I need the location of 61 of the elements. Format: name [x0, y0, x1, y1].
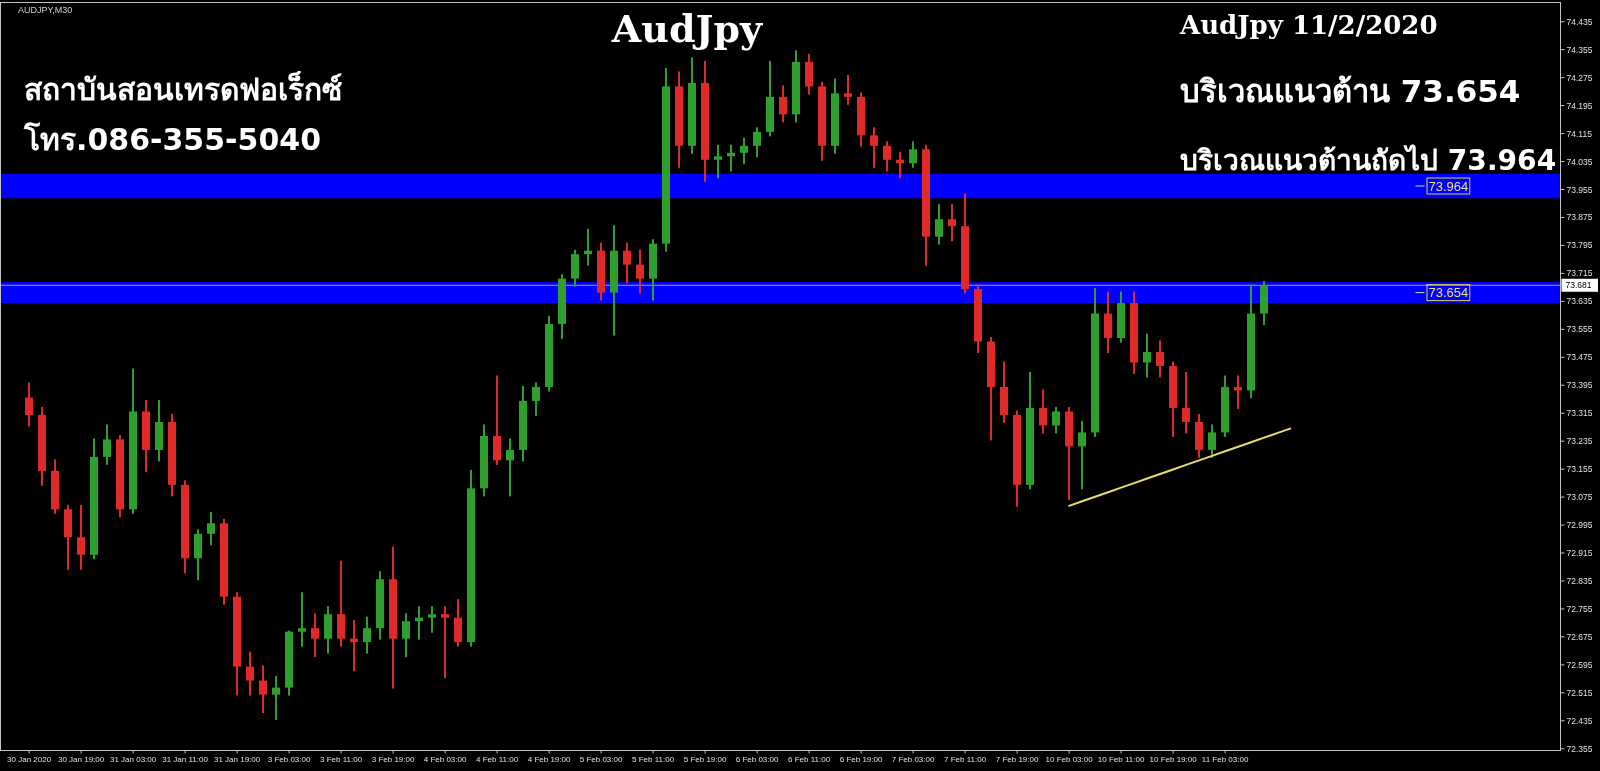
y-tick-label: 73.395: [1566, 380, 1593, 391]
band-label: 73.964: [1428, 178, 1469, 194]
y-tick-label: 73.075: [1566, 492, 1593, 503]
x-tick-label: 5 Feb 19:00: [683, 754, 727, 764]
annotation: โทร.086-355-5040: [23, 121, 322, 157]
annotation: บริเวณแนวต้านถัดไป 73.964: [1180, 144, 1557, 177]
x-tick-label: 4 Feb 11:00: [476, 754, 519, 764]
x-tick-label: 5 Feb 11:00: [632, 754, 675, 764]
y-tick-label: 73.875: [1566, 212, 1593, 223]
y-tick-label: 74.035: [1566, 156, 1593, 167]
y-tick-label: 73.475: [1566, 352, 1593, 363]
x-tick-label: 11 Feb 03:00: [1201, 754, 1249, 764]
x-tick-label: 6 Feb 03:00: [735, 754, 779, 764]
y-tick-label: 73.155: [1566, 464, 1593, 475]
y-tick-label: 73.795: [1566, 240, 1593, 251]
x-tick-label: 31 Jan 11:00: [162, 754, 209, 764]
y-tick-label: 72.915: [1566, 548, 1593, 559]
chart-title: AudJpy: [610, 6, 764, 51]
y-tick-label: 73.235: [1566, 436, 1593, 447]
y-tick-label: 74.275: [1566, 72, 1593, 83]
y-tick-label: 72.595: [1566, 659, 1593, 670]
x-tick-label: 31 Jan 19:00: [213, 754, 261, 764]
x-tick-label: 30 Jan 19:00: [57, 754, 105, 764]
y-tick-label: 72.835: [1566, 575, 1593, 586]
y-tick-label: 72.995: [1566, 520, 1593, 531]
x-tick-label: 31 Jan 03:00: [109, 754, 157, 764]
annotation: AudJpy 11/2/2020: [1179, 10, 1438, 40]
y-tick-label: 72.515: [1566, 687, 1593, 698]
band-label: 73.654: [1428, 285, 1469, 301]
x-tick-label: 7 Feb 11:00: [944, 754, 987, 764]
x-tick-label: 6 Feb 11:00: [788, 754, 831, 764]
y-tick-label: 74.435: [1566, 16, 1593, 27]
x-tick-label: 3 Feb 11:00: [320, 754, 363, 764]
y-tick-label: 73.555: [1566, 324, 1593, 335]
y-tick-label: 72.755: [1566, 603, 1593, 614]
y-tick-label: 73.315: [1566, 408, 1593, 419]
x-tick-label: 3 Feb 03:00: [267, 754, 311, 764]
y-tick-label: 72.435: [1566, 715, 1593, 726]
x-tick-label: 7 Feb 03:00: [891, 754, 935, 764]
y-tick-label: 72.355: [1566, 743, 1593, 754]
x-tick-label: 4 Feb 19:00: [527, 754, 571, 764]
x-tick-label: 10 Feb 03:00: [1045, 754, 1094, 764]
annotation: สถาบันสอนเทรดฟอเร็กซ์: [24, 71, 342, 107]
y-tick-label: 73.715: [1566, 268, 1593, 279]
y-tick-label: 74.355: [1566, 44, 1593, 55]
y-tick-label: 73.955: [1566, 184, 1593, 195]
x-tick-label: 10 Feb 11:00: [1097, 754, 1145, 764]
y-tick-label: 74.195: [1566, 100, 1593, 111]
x-tick-label: 3 Feb 19:00: [371, 754, 415, 764]
chart-subtitle: AUDJPY,M30: [18, 5, 73, 15]
x-tick-label: 5 Feb 03:00: [579, 754, 623, 764]
y-tick-label: 73.635: [1566, 296, 1593, 307]
ref-line-label: 73.681: [1565, 280, 1592, 291]
x-tick-label: 7 Feb 19:00: [995, 754, 1039, 764]
x-tick-label: 6 Feb 19:00: [839, 754, 883, 764]
x-tick-label: 10 Feb 19:00: [1149, 754, 1198, 764]
annotation: บริเวณแนวต้าน 73.654: [1180, 73, 1521, 109]
x-tick-label: 30 Jan 2020: [7, 754, 52, 764]
y-tick-label: 74.115: [1566, 128, 1593, 139]
x-tick-label: 4 Feb 03:00: [423, 754, 467, 764]
y-tick-label: 72.675: [1566, 631, 1593, 642]
